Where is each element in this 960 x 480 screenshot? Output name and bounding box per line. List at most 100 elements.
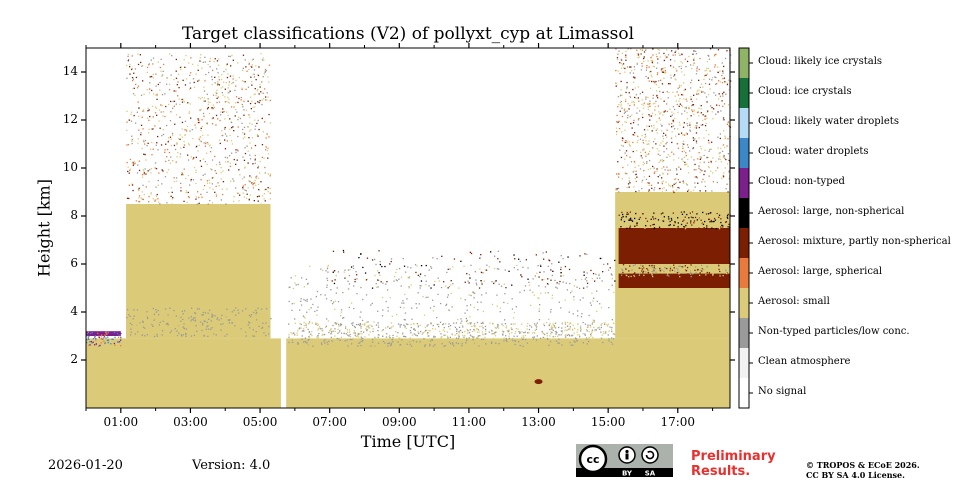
speckle — [162, 320, 164, 322]
speckle — [554, 279, 556, 282]
speckle — [335, 323, 337, 325]
speckle — [453, 345, 455, 347]
speckle — [690, 115, 692, 117]
speckle — [656, 67, 658, 69]
speckle — [473, 297, 475, 299]
speckle — [672, 212, 674, 214]
speckle — [352, 322, 354, 324]
speckle — [451, 334, 454, 336]
speckle — [578, 334, 581, 336]
speckle — [398, 337, 400, 339]
speckle — [216, 89, 218, 91]
speckle — [338, 331, 340, 333]
speckle — [538, 310, 540, 312]
speckle — [297, 342, 299, 344]
speckle — [688, 106, 690, 108]
speckle — [215, 124, 217, 126]
speckle — [175, 103, 177, 105]
speckle — [332, 324, 334, 327]
speckle — [181, 174, 183, 176]
speckle — [555, 331, 557, 333]
speckle — [633, 66, 635, 68]
speckle — [450, 284, 452, 286]
speckle — [229, 134, 231, 137]
speckle — [703, 154, 705, 157]
speckle — [706, 265, 708, 268]
speckle — [168, 140, 170, 142]
speckle — [671, 123, 673, 125]
speckle — [482, 322, 484, 325]
speckle — [212, 324, 214, 326]
speckle — [639, 168, 642, 170]
speckle — [647, 182, 649, 184]
speckle — [520, 274, 522, 276]
speckle — [726, 83, 729, 86]
speckle — [254, 128, 256, 130]
speckle — [353, 307, 355, 310]
speckle — [493, 332, 495, 334]
speckle — [360, 286, 362, 289]
speckle — [206, 182, 209, 184]
x-tick-label: 15:00 — [590, 415, 626, 429]
speckle — [254, 102, 256, 105]
speckle — [623, 220, 626, 223]
speckle — [719, 70, 721, 72]
speckle — [130, 113, 132, 116]
speckle — [648, 190, 650, 192]
speckle — [525, 338, 527, 341]
speckle — [156, 333, 158, 336]
speckle — [464, 299, 466, 301]
speckle — [572, 344, 574, 346]
speckle — [457, 340, 459, 343]
speckle — [400, 285, 402, 287]
speckle — [183, 144, 186, 146]
speckle — [265, 146, 267, 148]
speckle — [666, 267, 668, 270]
speckle — [547, 265, 549, 267]
speckle — [133, 325, 135, 328]
speckle — [684, 216, 686, 218]
speckle — [638, 267, 640, 269]
speckle — [669, 59, 672, 61]
speckle — [320, 268, 322, 270]
speckle — [266, 134, 268, 136]
speckle — [661, 167, 663, 170]
speckle — [512, 338, 515, 340]
speckle — [244, 59, 246, 61]
speckle — [539, 271, 541, 273]
speckle — [387, 342, 389, 345]
speckle — [126, 129, 128, 131]
speckle — [210, 330, 212, 332]
speckle — [642, 213, 644, 215]
speckle — [222, 94, 224, 96]
speckle — [338, 325, 340, 327]
speckle — [190, 316, 192, 318]
speckle — [479, 325, 481, 328]
speckle — [224, 88, 226, 90]
speckle — [636, 150, 638, 152]
speckle — [254, 93, 256, 95]
speckle — [648, 264, 651, 267]
speckle — [710, 148, 712, 150]
speckle — [261, 327, 263, 329]
speckle — [565, 334, 567, 336]
speckle — [537, 342, 539, 344]
speckle — [652, 147, 654, 149]
speckle — [336, 287, 338, 289]
speckle — [626, 81, 628, 84]
speckle — [204, 320, 206, 323]
speckle — [694, 125, 697, 127]
speckle — [443, 281, 445, 283]
speckle — [591, 331, 593, 333]
speckle — [424, 331, 426, 333]
speckle — [682, 180, 685, 182]
speckle — [672, 186, 674, 189]
speckle — [669, 220, 671, 222]
speckle — [202, 61, 204, 63]
speckle — [660, 274, 662, 276]
speckle — [724, 146, 726, 149]
speckle — [470, 294, 472, 297]
speckle — [386, 281, 388, 283]
speckle — [650, 59, 652, 62]
speckle — [610, 340, 613, 342]
